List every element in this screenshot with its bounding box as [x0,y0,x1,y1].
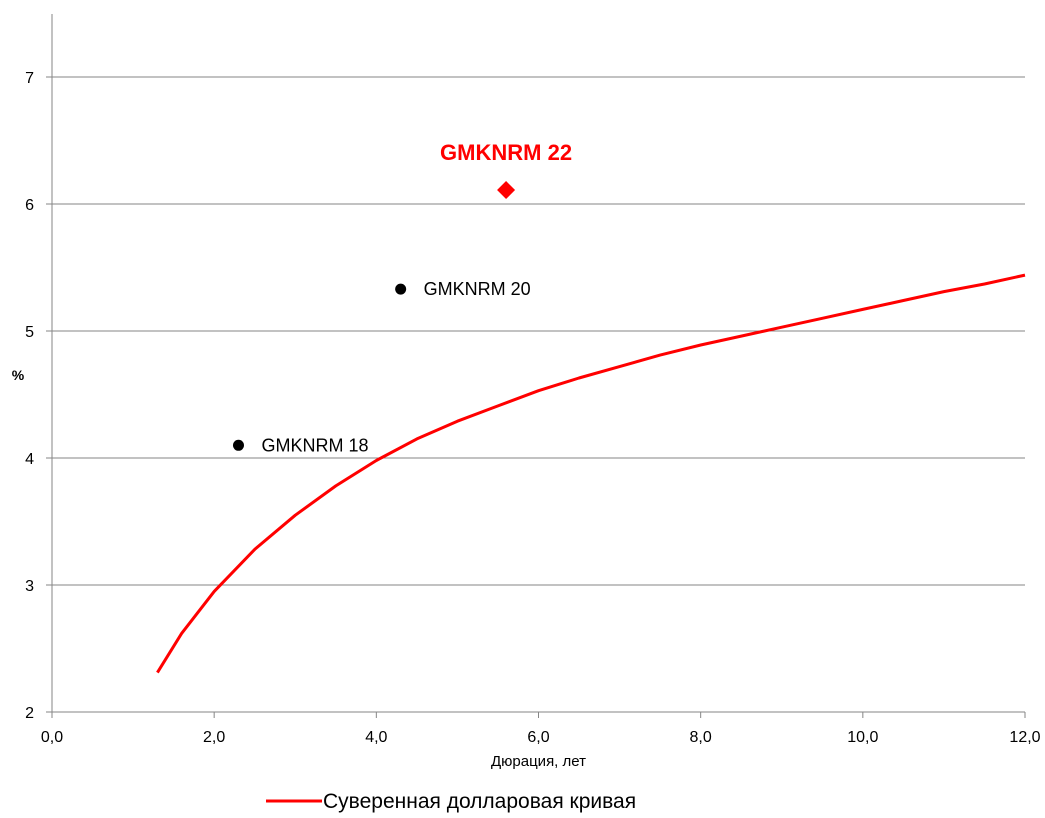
sovereign-curve-line [156,273,1026,674]
x-tick-label: 8,0 [690,729,712,746]
legend: Суверенная долларовая кривая [266,790,636,813]
x-tick-label: 0,0 [41,729,63,746]
grid-lines [52,76,1025,586]
y-tick-label: 2 [25,705,34,722]
axes [51,14,1025,713]
legend-label: Суверенная долларовая кривая [323,790,636,813]
y-tick-labels: 2 3 4 5 6 7 [25,70,52,722]
y-tick-label: 4 [25,451,34,468]
y-tick-label: 5 [25,324,34,341]
x-tick-labels: 0,0 2,0 4,0 6,0 8,0 10,0 12,0 [41,712,1041,746]
y-tick-label: 3 [25,578,34,595]
x-tick-label: 6,0 [527,729,549,746]
x-tick-label: 2,0 [203,729,225,746]
x-tick-label: 12,0 [1009,729,1040,746]
x-axis-title: Дюрация, лет [491,753,586,770]
y-tick-label: 6 [25,197,34,214]
bond-point-marker [395,283,407,295]
bond-point-label: GMKNRM 18 [261,435,368,455]
x-tick-label: 4,0 [365,729,387,746]
x-tick-label: 10,0 [847,729,878,746]
bond-point-marker [232,439,244,451]
bond-points: GMKNRM 18 GMKNRM 20 GMKNRM 22 [232,140,572,455]
bond-point-marker [497,181,516,200]
y-axis-title: % [12,367,25,383]
y-tick-label: 7 [25,70,34,87]
bond-point-label: GMKNRM 20 [424,279,531,299]
bond-point-label: GMKNRM 22 [440,140,572,165]
